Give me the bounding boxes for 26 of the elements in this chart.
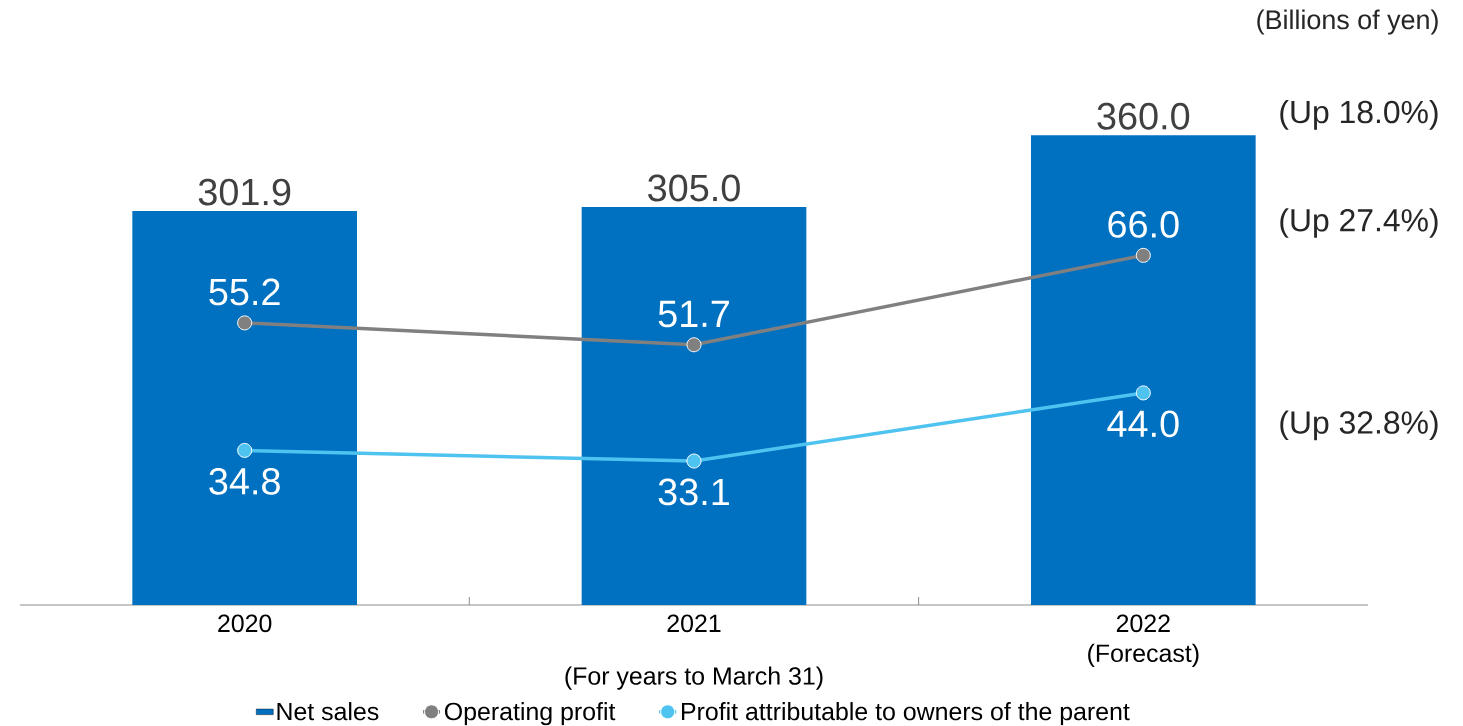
data-label: 66.0 bbox=[1108, 211, 1179, 239]
x-tick-label: 2020 bbox=[218, 614, 272, 633]
point bbox=[237, 315, 253, 331]
text: (Up 18.0%) bbox=[1280, 100, 1438, 130]
point bbox=[686, 337, 702, 353]
point bbox=[1135, 248, 1151, 264]
point bbox=[1135, 385, 1151, 401]
data-label: 34.8 bbox=[209, 468, 280, 495]
data-label: 55.2 bbox=[209, 278, 280, 306]
data-label: 33.1 bbox=[658, 478, 729, 506]
x-tick-label: 2021 bbox=[667, 614, 721, 633]
legend-label: Profit attributable to owners of the parent bbox=[681, 702, 1130, 726]
legend-label: Operating profit bbox=[444, 702, 616, 726]
x-tick-label: 2022 (Forecast) bbox=[1088, 614, 1199, 668]
legend-label: Net sales bbox=[277, 702, 379, 721]
data-label: 360.0 bbox=[1097, 103, 1190, 130]
text: (Billions of yen) bbox=[1257, 9, 1438, 35]
data-label: 44.0 bbox=[1107, 410, 1179, 438]
point bbox=[686, 453, 702, 469]
data-label: 305.0 bbox=[648, 174, 740, 202]
annotation: (Up 32.8%) bbox=[1280, 410, 1438, 441]
x-axis-title: (For years to March 31) bbox=[565, 666, 823, 690]
point bbox=[237, 443, 253, 459]
annotation: (Up 27.4%) bbox=[1280, 208, 1438, 239]
data-label: 51.7 bbox=[658, 301, 729, 328]
data-label: 301.9 bbox=[198, 178, 291, 206]
